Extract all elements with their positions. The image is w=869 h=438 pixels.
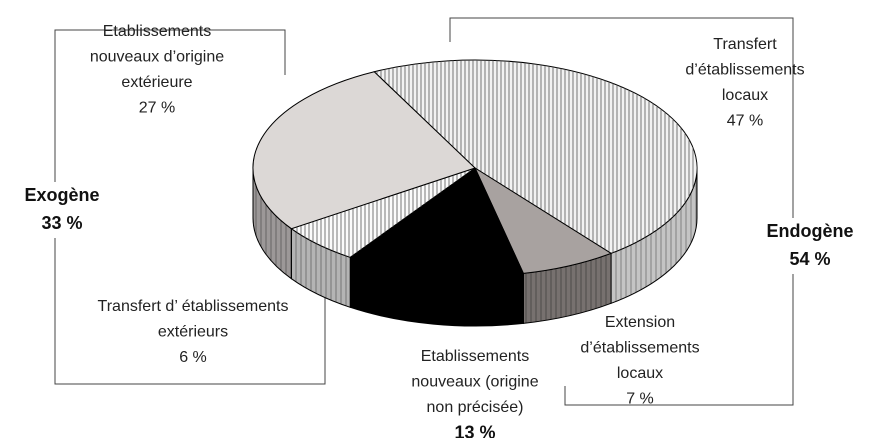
group-label-bg — [762, 218, 858, 274]
slice-label: extérieurs — [158, 324, 228, 341]
slice-value-label: 7 % — [626, 391, 654, 408]
slice-value-label: 47 % — [727, 113, 763, 130]
group-name: Endogène — [766, 221, 853, 241]
slice-label: locaux — [722, 87, 768, 104]
slice-hatch — [291, 168, 475, 258]
slice-value-label: 6 % — [179, 349, 207, 366]
slice-label: nouveaux d’origine — [90, 49, 224, 66]
slice-value-label: 27 % — [139, 100, 175, 117]
slice-label: non précisée) — [427, 399, 524, 416]
slice-side-texture — [291, 228, 351, 308]
slice-hatch — [374, 60, 697, 254]
slice-label: locaux — [617, 365, 663, 382]
slice-label: Transfert — [713, 36, 777, 53]
slice-side-texture — [350, 257, 524, 327]
slice-label: d’établissements — [685, 62, 804, 79]
group-value: 54 % — [789, 249, 830, 269]
slice-side-texture — [253, 168, 292, 279]
labels: Transfert d’établissements locaux 47 % Exten… — [14, 23, 858, 438]
group-name: Exogène — [24, 185, 99, 205]
slice-label: nouveaux (origine — [411, 374, 538, 391]
group-value: 33 % — [41, 213, 82, 233]
slice-side-texture — [611, 168, 697, 304]
group-label-bg — [14, 182, 110, 238]
pie — [252, 59, 698, 327]
slice-label: Extension — [605, 314, 675, 331]
slice — [349, 167, 525, 277]
slice-label: Transfert d’ établissements — [98, 298, 289, 315]
slice-label: d’établissements — [580, 340, 699, 357]
slice-label: Etablissements — [103, 23, 212, 40]
endogene-bracket — [449, 17, 794, 406]
slice-label: Etablissements — [421, 348, 530, 365]
slice-label: extérieure — [121, 74, 192, 91]
slice — [252, 71, 476, 230]
slice-value-label: 13 % — [454, 422, 495, 438]
